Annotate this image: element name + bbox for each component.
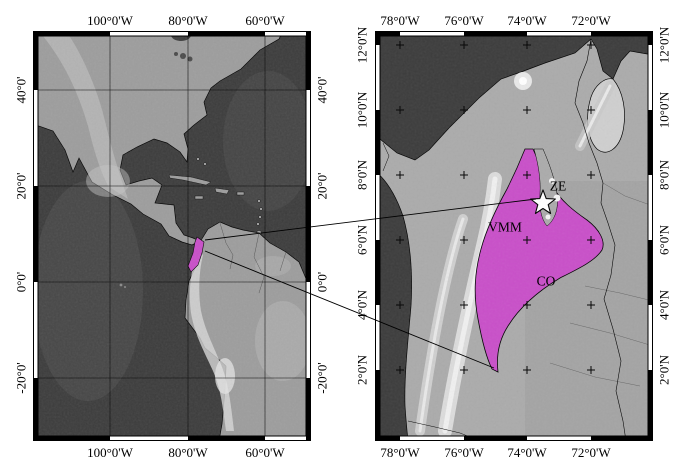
axis-label-lat: 0°0': [314, 271, 330, 293]
axis-label-lon: 72°0'W: [571, 13, 611, 28]
axis-label-lon: 60°0'W: [245, 445, 285, 460]
axis-label-lat: 20°0': [314, 172, 330, 200]
axis-label-lat: 8°0'N: [656, 160, 672, 190]
axis-label-lon: 60°0'W: [245, 13, 285, 28]
axis-label-lat: 4°0'N: [656, 290, 672, 320]
axis-label-lon: 78°0'W: [380, 13, 420, 28]
axis-label-lon: 74°0'W: [507, 445, 547, 460]
axis-label-lon: 78°0'W: [380, 445, 420, 460]
axis-label-lat: 10°0'N: [354, 91, 370, 129]
axis-label-lat: -20°0': [13, 362, 29, 394]
overview-map: [33, 31, 311, 441]
axis-label-lat: 20°0': [13, 172, 29, 200]
axis-label-lon: 100°0'W: [87, 13, 133, 28]
axis-label-lat: 8°0'N: [354, 160, 370, 190]
axis-label-lat: -20°0': [314, 362, 330, 394]
axis-label-lon: 80°0'W: [168, 13, 208, 28]
annotation-ze: ZE: [549, 178, 567, 194]
axis-label-lon: 72°0'W: [571, 445, 611, 460]
axis-label-lon: 74°0'W: [507, 13, 547, 28]
axis-label-lat: 0°0': [13, 271, 29, 293]
axis-label-lat: 6°0'N: [656, 225, 672, 255]
axis-label-lon: 76°0'W: [444, 13, 484, 28]
axis-label-lon: 76°0'W: [444, 445, 484, 460]
axis-label-lat: 6°0'N: [354, 225, 370, 255]
axis-label-lon: 80°0'W: [168, 445, 208, 460]
axis-label-lat: 4°0'N: [354, 290, 370, 320]
axis-label-lat: 40°0': [13, 76, 29, 104]
axis-label-lat: 12°0'N: [656, 26, 672, 64]
axis-label-lat: 10°0'N: [656, 91, 672, 129]
axis-label-lon: 100°0'W: [87, 445, 133, 460]
detail-map-canvas: [375, 31, 653, 441]
detail-map: [375, 31, 653, 441]
annotation-vmm: VMM: [488, 219, 522, 235]
axis-label-lat: 2°0'N: [354, 355, 370, 385]
annotation-co: CO: [536, 273, 556, 289]
overview-map-canvas: [33, 31, 311, 441]
axis-label-lat: 2°0'N: [656, 355, 672, 385]
axis-label-lat: 12°0'N: [354, 26, 370, 64]
axis-label-lat: 40°0': [314, 76, 330, 104]
